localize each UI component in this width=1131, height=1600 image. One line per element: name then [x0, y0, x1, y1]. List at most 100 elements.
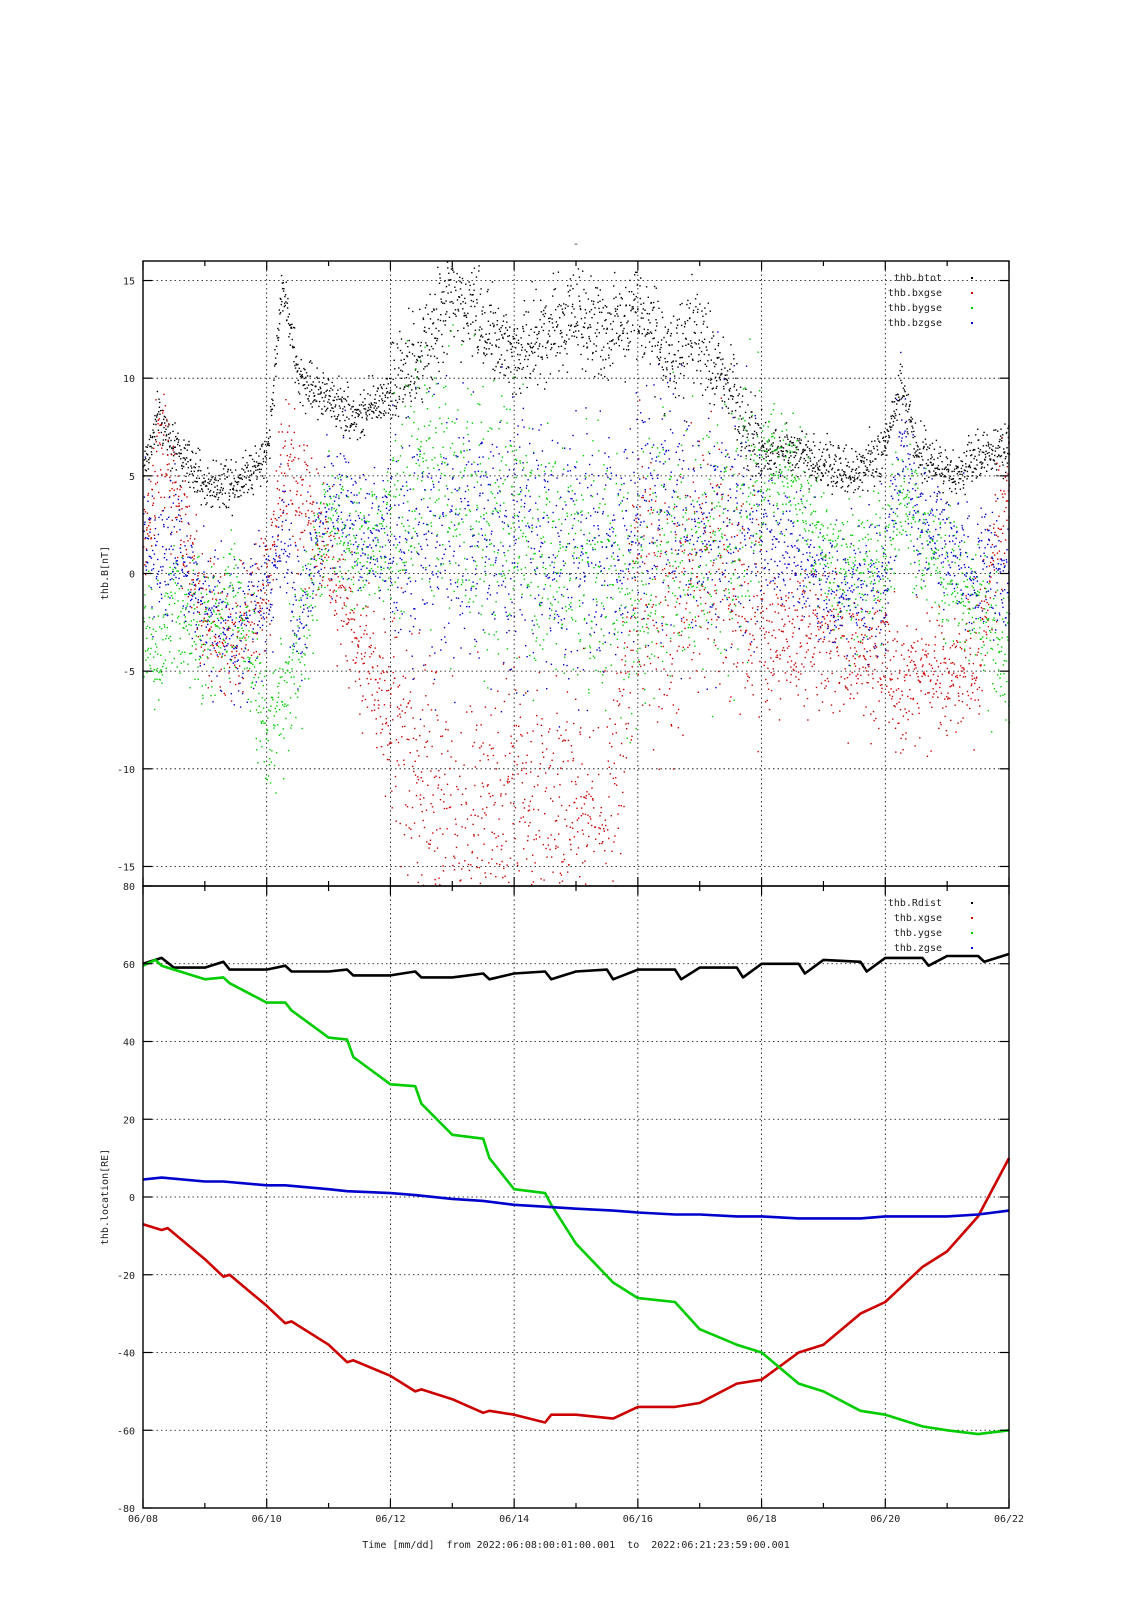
- data-point: [388, 404, 390, 406]
- data-point: [507, 340, 510, 342]
- data-point: [771, 603, 774, 605]
- data-point: [541, 718, 543, 720]
- data-point: [330, 534, 332, 537]
- data-point: [431, 378, 434, 381]
- data-point: [544, 813, 546, 815]
- data-point: [603, 830, 605, 832]
- data-point: [562, 861, 564, 863]
- data-point: [678, 631, 680, 634]
- data-point: [451, 267, 454, 269]
- data-point: [641, 312, 643, 314]
- data-point: [850, 482, 852, 484]
- data-point: [692, 481, 694, 483]
- data-point: [815, 479, 817, 481]
- data-point: [259, 589, 262, 591]
- data-point: [933, 650, 936, 652]
- data-point: [173, 460, 175, 462]
- data-point: [826, 448, 829, 450]
- data-point: [626, 332, 628, 335]
- data-point: [547, 333, 550, 335]
- data-point: [427, 704, 429, 706]
- data-point: [976, 475, 979, 478]
- data-point: [314, 529, 316, 531]
- data-point: [241, 486, 244, 489]
- data-point: [709, 379, 712, 381]
- data-point: [304, 513, 307, 515]
- data-point: [236, 635, 238, 638]
- data-point: [383, 671, 385, 674]
- data-point: [607, 829, 609, 831]
- data-point: [773, 577, 776, 579]
- data-point: [838, 682, 840, 685]
- data-point: [587, 822, 590, 824]
- data-point: [588, 335, 590, 338]
- data-point: [796, 438, 799, 440]
- data-point: [895, 414, 897, 417]
- data-point: [847, 742, 849, 744]
- data-point: [762, 610, 764, 612]
- data-point: [764, 421, 767, 424]
- data-point: [415, 361, 417, 363]
- data-point: [866, 681, 868, 684]
- data-point: [876, 445, 878, 447]
- data-point: [535, 288, 537, 291]
- data-point: [956, 676, 959, 679]
- data-point: [466, 711, 468, 713]
- data-point: [917, 449, 919, 451]
- data-point: [703, 588, 705, 591]
- data-point: [829, 465, 831, 468]
- data-point: [343, 604, 346, 606]
- data-point: [893, 410, 895, 412]
- data-point: [290, 443, 292, 445]
- data-point: [388, 666, 390, 668]
- data-point: [201, 596, 203, 599]
- data-point: [904, 385, 906, 387]
- data-point: [822, 464, 825, 466]
- data-point: [200, 603, 202, 606]
- data-point: [689, 580, 692, 582]
- data-point: [250, 594, 252, 596]
- data-point: [362, 401, 364, 403]
- data-point: [676, 332, 678, 334]
- data-point: [605, 332, 607, 334]
- data-point: [385, 387, 388, 390]
- data-point: [419, 308, 421, 311]
- data-point: [825, 651, 828, 654]
- data-point: [407, 384, 410, 386]
- data-point: [222, 643, 224, 645]
- data-point: [362, 695, 364, 697]
- data-point: [799, 646, 801, 648]
- data-point: [538, 332, 540, 335]
- data-point: [761, 605, 763, 608]
- data-point: [379, 411, 381, 413]
- data-point: [521, 346, 524, 349]
- data-point: [839, 473, 841, 475]
- data-point: [807, 440, 809, 442]
- data-point: [926, 480, 928, 482]
- data-point: [885, 435, 887, 438]
- data-point: [869, 453, 872, 455]
- data-point: [804, 459, 807, 462]
- data-point: [194, 466, 196, 469]
- data-point: [959, 686, 961, 688]
- data-point: [399, 330, 401, 333]
- data-point: [749, 642, 751, 645]
- data-point: [986, 434, 988, 436]
- data-point: [949, 697, 951, 700]
- data-point: [719, 379, 721, 381]
- data-point: [996, 469, 998, 471]
- data-point: [716, 357, 719, 359]
- data-point: [650, 523, 653, 525]
- data-point: [171, 519, 173, 521]
- data-point: [882, 621, 884, 623]
- data-point: [732, 353, 735, 356]
- data-point: [860, 619, 863, 621]
- data-point: [324, 383, 326, 385]
- data-point: [734, 569, 736, 571]
- data-point: [398, 684, 401, 686]
- data-point: [751, 662, 753, 664]
- data-point: [945, 662, 947, 664]
- data-point: [496, 339, 498, 341]
- data-point: [344, 572, 347, 575]
- data-point: [259, 485, 262, 487]
